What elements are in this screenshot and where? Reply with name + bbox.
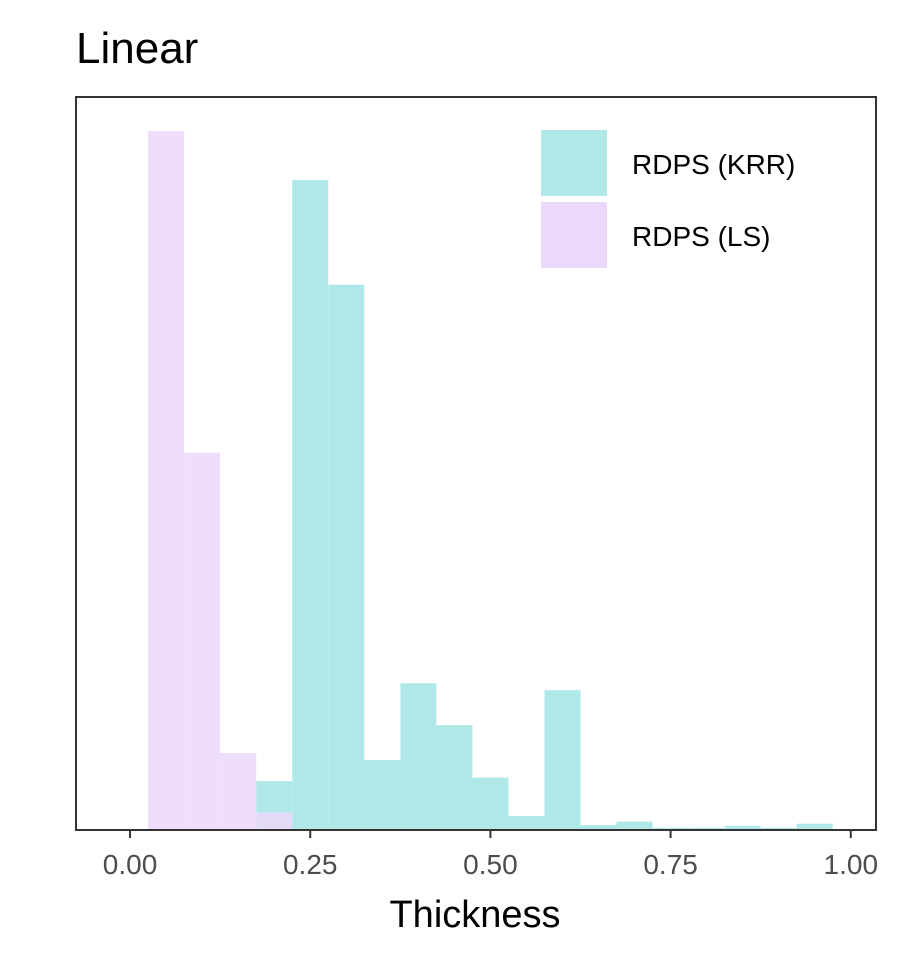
x-tick-label: 0.00 <box>103 849 158 880</box>
x-tick-label: 0.75 <box>643 849 698 880</box>
x-tick-label: 0.50 <box>463 849 518 880</box>
bar-rdps-krr-13 <box>724 825 761 830</box>
legend-label-rdps-krr: RDPS (KRR) <box>632 149 795 180</box>
x-axis: 0.00 0.25 0.50 0.75 1.00 <box>103 830 878 880</box>
bar-rdps-ls-2 <box>220 753 257 830</box>
bar-rdps-krr-10 <box>616 821 653 830</box>
legend: RDPS (KRR) RDPS (LS) <box>541 130 795 268</box>
bar-rdps-krr-8 <box>544 690 581 830</box>
plot-frame <box>75 96 877 831</box>
chart-title: Linear <box>76 24 198 73</box>
bars-layer <box>148 131 833 830</box>
bar-rdps-krr-14 <box>760 827 797 830</box>
bar-rdps-krr-2 <box>328 284 365 830</box>
bar-rdps-krr-7 <box>508 816 545 830</box>
bar-rdps-krr-15 <box>796 823 833 830</box>
legend-swatch-rdps-ls <box>541 202 607 268</box>
bar-rdps-ls-1 <box>184 452 221 830</box>
bar-rdps-ls-3 <box>256 812 293 830</box>
bar-rdps-ls-0 <box>148 131 185 830</box>
bar-rdps-krr-3 <box>364 760 401 830</box>
bar-rdps-krr-5 <box>436 725 473 830</box>
bar-rdps-krr-6 <box>472 777 509 830</box>
bar-rdps-krr-11 <box>652 827 689 830</box>
bar-rdps-krr-12 <box>688 827 725 830</box>
bar-rdps-krr-9 <box>580 825 617 830</box>
x-axis-label: Thickness <box>389 894 560 936</box>
x-tick-label: 0.25 <box>283 849 338 880</box>
x-tick-label: 1.00 <box>824 849 879 880</box>
legend-label-rdps-ls: RDPS (LS) <box>632 221 770 252</box>
bar-rdps-krr-4 <box>400 683 437 830</box>
bar-rdps-krr-1 <box>292 179 329 830</box>
legend-swatch-rdps-krr <box>541 130 607 196</box>
